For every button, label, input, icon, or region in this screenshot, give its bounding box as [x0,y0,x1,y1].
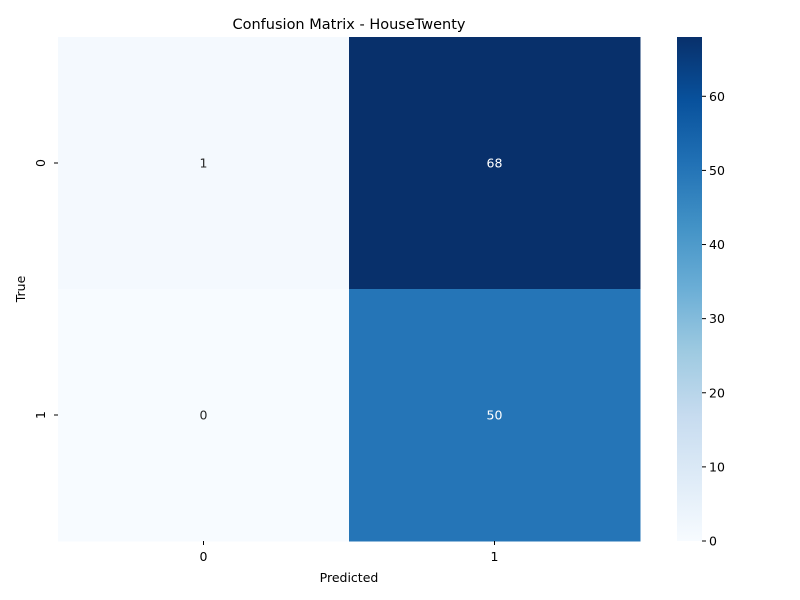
y-axis-ticks: 01 [33,159,58,419]
colorbar-tick-label: 40 [709,237,725,252]
x-tick-label: 1 [491,549,499,564]
chart-title: Confusion Matrix - HouseTwenty [233,17,466,33]
cell-value-label: 68 [487,156,503,171]
y-tick-label: 1 [33,411,48,419]
x-tick-label: 0 [200,549,208,564]
colorbar-tick-label: 10 [709,459,725,474]
cell-value-label: 1 [200,156,208,171]
heatmap-cell-labels: 1 68 0 50 [200,156,503,423]
cell-value-label: 50 [487,408,503,423]
colorbar [677,37,702,541]
colorbar-tick-label: 20 [709,385,725,400]
y-axis-label: True [13,275,28,303]
colorbar-ticks: 0 10 20 30 40 50 60 [702,89,725,549]
heatmap-cell [58,289,350,542]
heatmap-cell [58,37,350,290]
x-axis-label: Predicted [320,570,379,585]
cell-value-label: 0 [200,408,208,423]
heatmap-cells [58,37,641,542]
colorbar-tick-label: 0 [709,534,717,549]
colorbar-tick-label: 50 [709,163,725,178]
y-tick-label: 0 [33,159,48,167]
colorbar-tick-label: 60 [709,89,725,104]
heatmap-cell [349,289,641,542]
heatmap-cell [349,37,641,290]
colorbar-tick-label: 30 [709,311,725,326]
